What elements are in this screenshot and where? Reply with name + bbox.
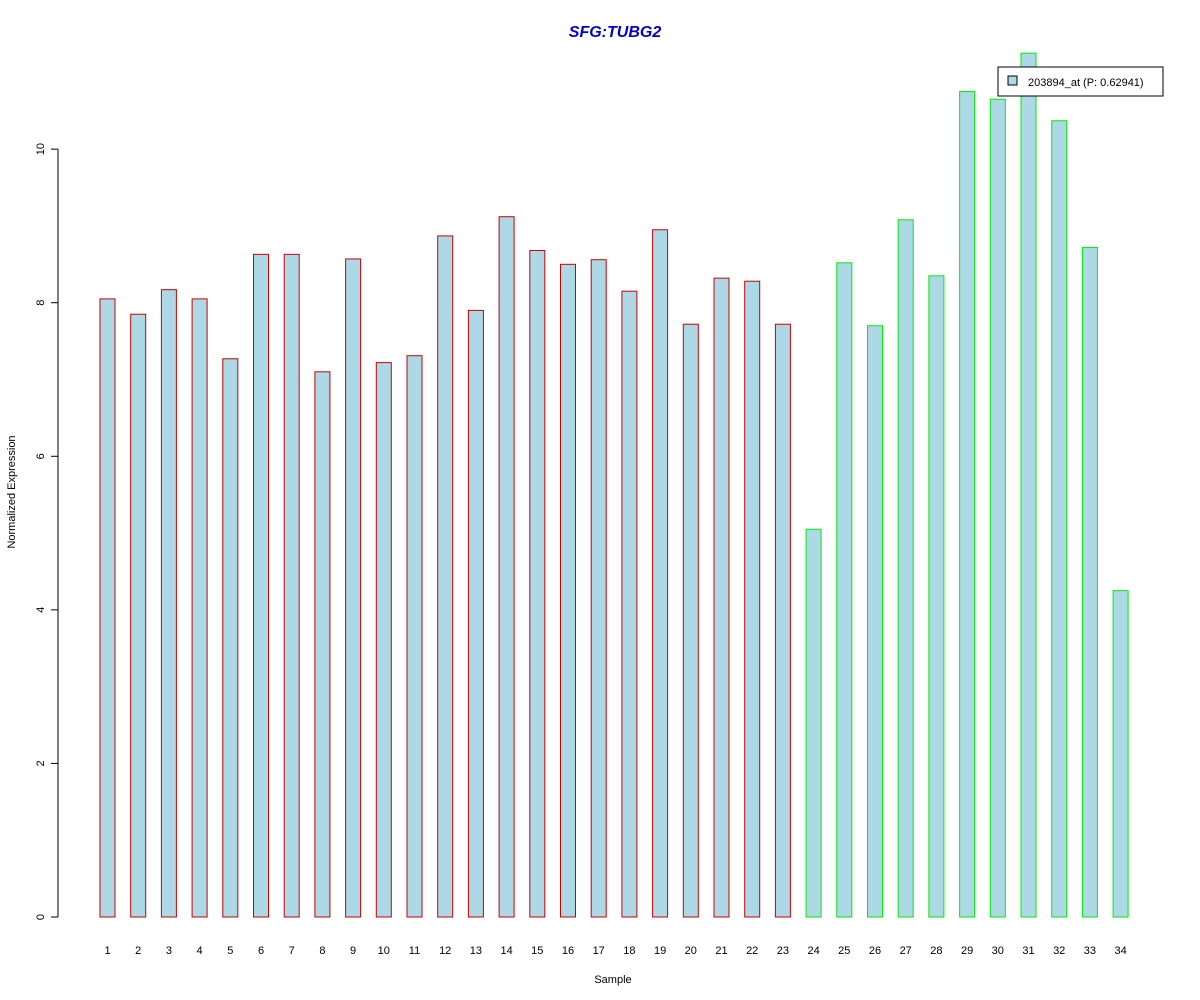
- bar-sample-18: [621, 290, 638, 918]
- y-axis-label: Normalized Expression: [6, 435, 18, 548]
- y-tick-label: 2: [35, 760, 47, 766]
- x-tick-label: 6: [258, 945, 264, 957]
- x-tick-label: 12: [439, 945, 451, 957]
- x-tick-label: 29: [961, 945, 973, 957]
- x-tick-label: 20: [685, 945, 697, 957]
- x-tick-label: 32: [1053, 945, 1065, 957]
- legend-label: 203894_at (P: 0.62941): [1028, 77, 1144, 89]
- bar-sample-33: [1081, 246, 1098, 918]
- x-tick-label: 11: [409, 945, 420, 957]
- y-tick-label: 10: [35, 143, 47, 155]
- bar-sample-30: [989, 98, 1006, 918]
- bar-sample-29: [959, 91, 976, 918]
- x-tick-label: 26: [869, 945, 881, 957]
- x-tick-label: 2: [135, 945, 141, 957]
- x-tick-label: 31: [1022, 945, 1034, 957]
- x-axis-label: Sample: [594, 974, 631, 986]
- bar-sample-10: [375, 362, 392, 918]
- bar-sample-24: [805, 528, 822, 918]
- bar-sample-32: [1051, 120, 1068, 918]
- x-tick-label: 34: [1114, 945, 1126, 957]
- x-tick-label: 18: [623, 945, 635, 957]
- bar-sample-6: [253, 253, 269, 918]
- bar-sample-3: [160, 289, 177, 918]
- x-tick-label: 3: [166, 945, 172, 957]
- bar-sample-1: [99, 298, 116, 918]
- legend-box: [997, 66, 1164, 97]
- x-tick-label: 15: [531, 945, 543, 957]
- bar-sample-5: [222, 358, 239, 918]
- bar-sample-17: [590, 259, 607, 918]
- bar-sample-12: [437, 235, 454, 918]
- x-tick-label: 24: [807, 945, 819, 957]
- bar-sample-15: [529, 250, 546, 918]
- x-tick-label: 1: [104, 945, 110, 957]
- bar-sample-8: [314, 371, 331, 918]
- chart-title: SFG:TUBG2: [569, 24, 662, 41]
- x-axis-tick-labels: 1 2 3 4 5 6 7 8 9 10 11 12 13 14 15 16 17 18 19 20 21 22 23 24 2…: [104, 945, 1126, 957]
- x-tick-label: 21: [715, 945, 727, 957]
- bar-sample-16: [560, 263, 576, 918]
- bar-sample-23: [774, 323, 791, 918]
- x-tick-label: 28: [930, 945, 942, 957]
- x-tick-label: 33: [1084, 945, 1096, 957]
- x-tick-label: 27: [900, 945, 912, 957]
- bar-sample-4: [191, 298, 208, 918]
- bar-sample-25: [836, 262, 853, 918]
- bar-sample-27: [897, 219, 914, 918]
- x-tick-label: 17: [593, 945, 605, 957]
- bar-sample-31: [1020, 52, 1037, 918]
- bar-sample-20: [682, 323, 699, 918]
- x-tick-label: 9: [350, 945, 356, 957]
- bar-sample-7: [283, 253, 300, 918]
- bar-sample-9: [345, 258, 362, 918]
- bar-sample-34: [1112, 590, 1129, 918]
- y-tick-label: 6: [35, 453, 47, 459]
- x-tick-label: 23: [777, 945, 789, 957]
- x-tick-label: 14: [500, 945, 512, 957]
- bar-sample-11: [406, 355, 423, 918]
- bar-sample-13: [467, 309, 484, 918]
- x-tick-label: 13: [470, 945, 482, 957]
- x-tick-label: 22: [746, 945, 758, 957]
- x-tick-label: 7: [289, 945, 295, 957]
- legend: 203894_at (P: 0.62941): [997, 66, 1164, 97]
- x-tick-label: 30: [992, 945, 1004, 957]
- bar-sample-22: [744, 280, 761, 918]
- bars: [99, 52, 1129, 918]
- x-tick-label: 19: [654, 945, 666, 957]
- bar-sample-28: [928, 275, 945, 918]
- x-tick-label: 16: [562, 945, 574, 957]
- bar-sample-26: [867, 325, 883, 918]
- bar-sample-21: [713, 277, 730, 918]
- bar-sample-14: [498, 216, 515, 918]
- x-tick-label: 10: [378, 945, 390, 957]
- x-tick-label: 4: [197, 945, 203, 957]
- x-tick-label: 5: [227, 945, 233, 957]
- legend-swatch: [1007, 75, 1018, 86]
- y-tick-label: 4: [35, 607, 47, 613]
- y-tick-label: 0: [35, 914, 47, 920]
- x-tick-label: 25: [838, 945, 850, 957]
- x-tick-label: 8: [319, 945, 325, 957]
- bar-sample-19: [652, 229, 669, 918]
- y-axis: 0 2 4 6 8 10: [35, 143, 59, 920]
- y-tick-label: 8: [35, 300, 47, 306]
- bar-sample-2: [130, 313, 147, 918]
